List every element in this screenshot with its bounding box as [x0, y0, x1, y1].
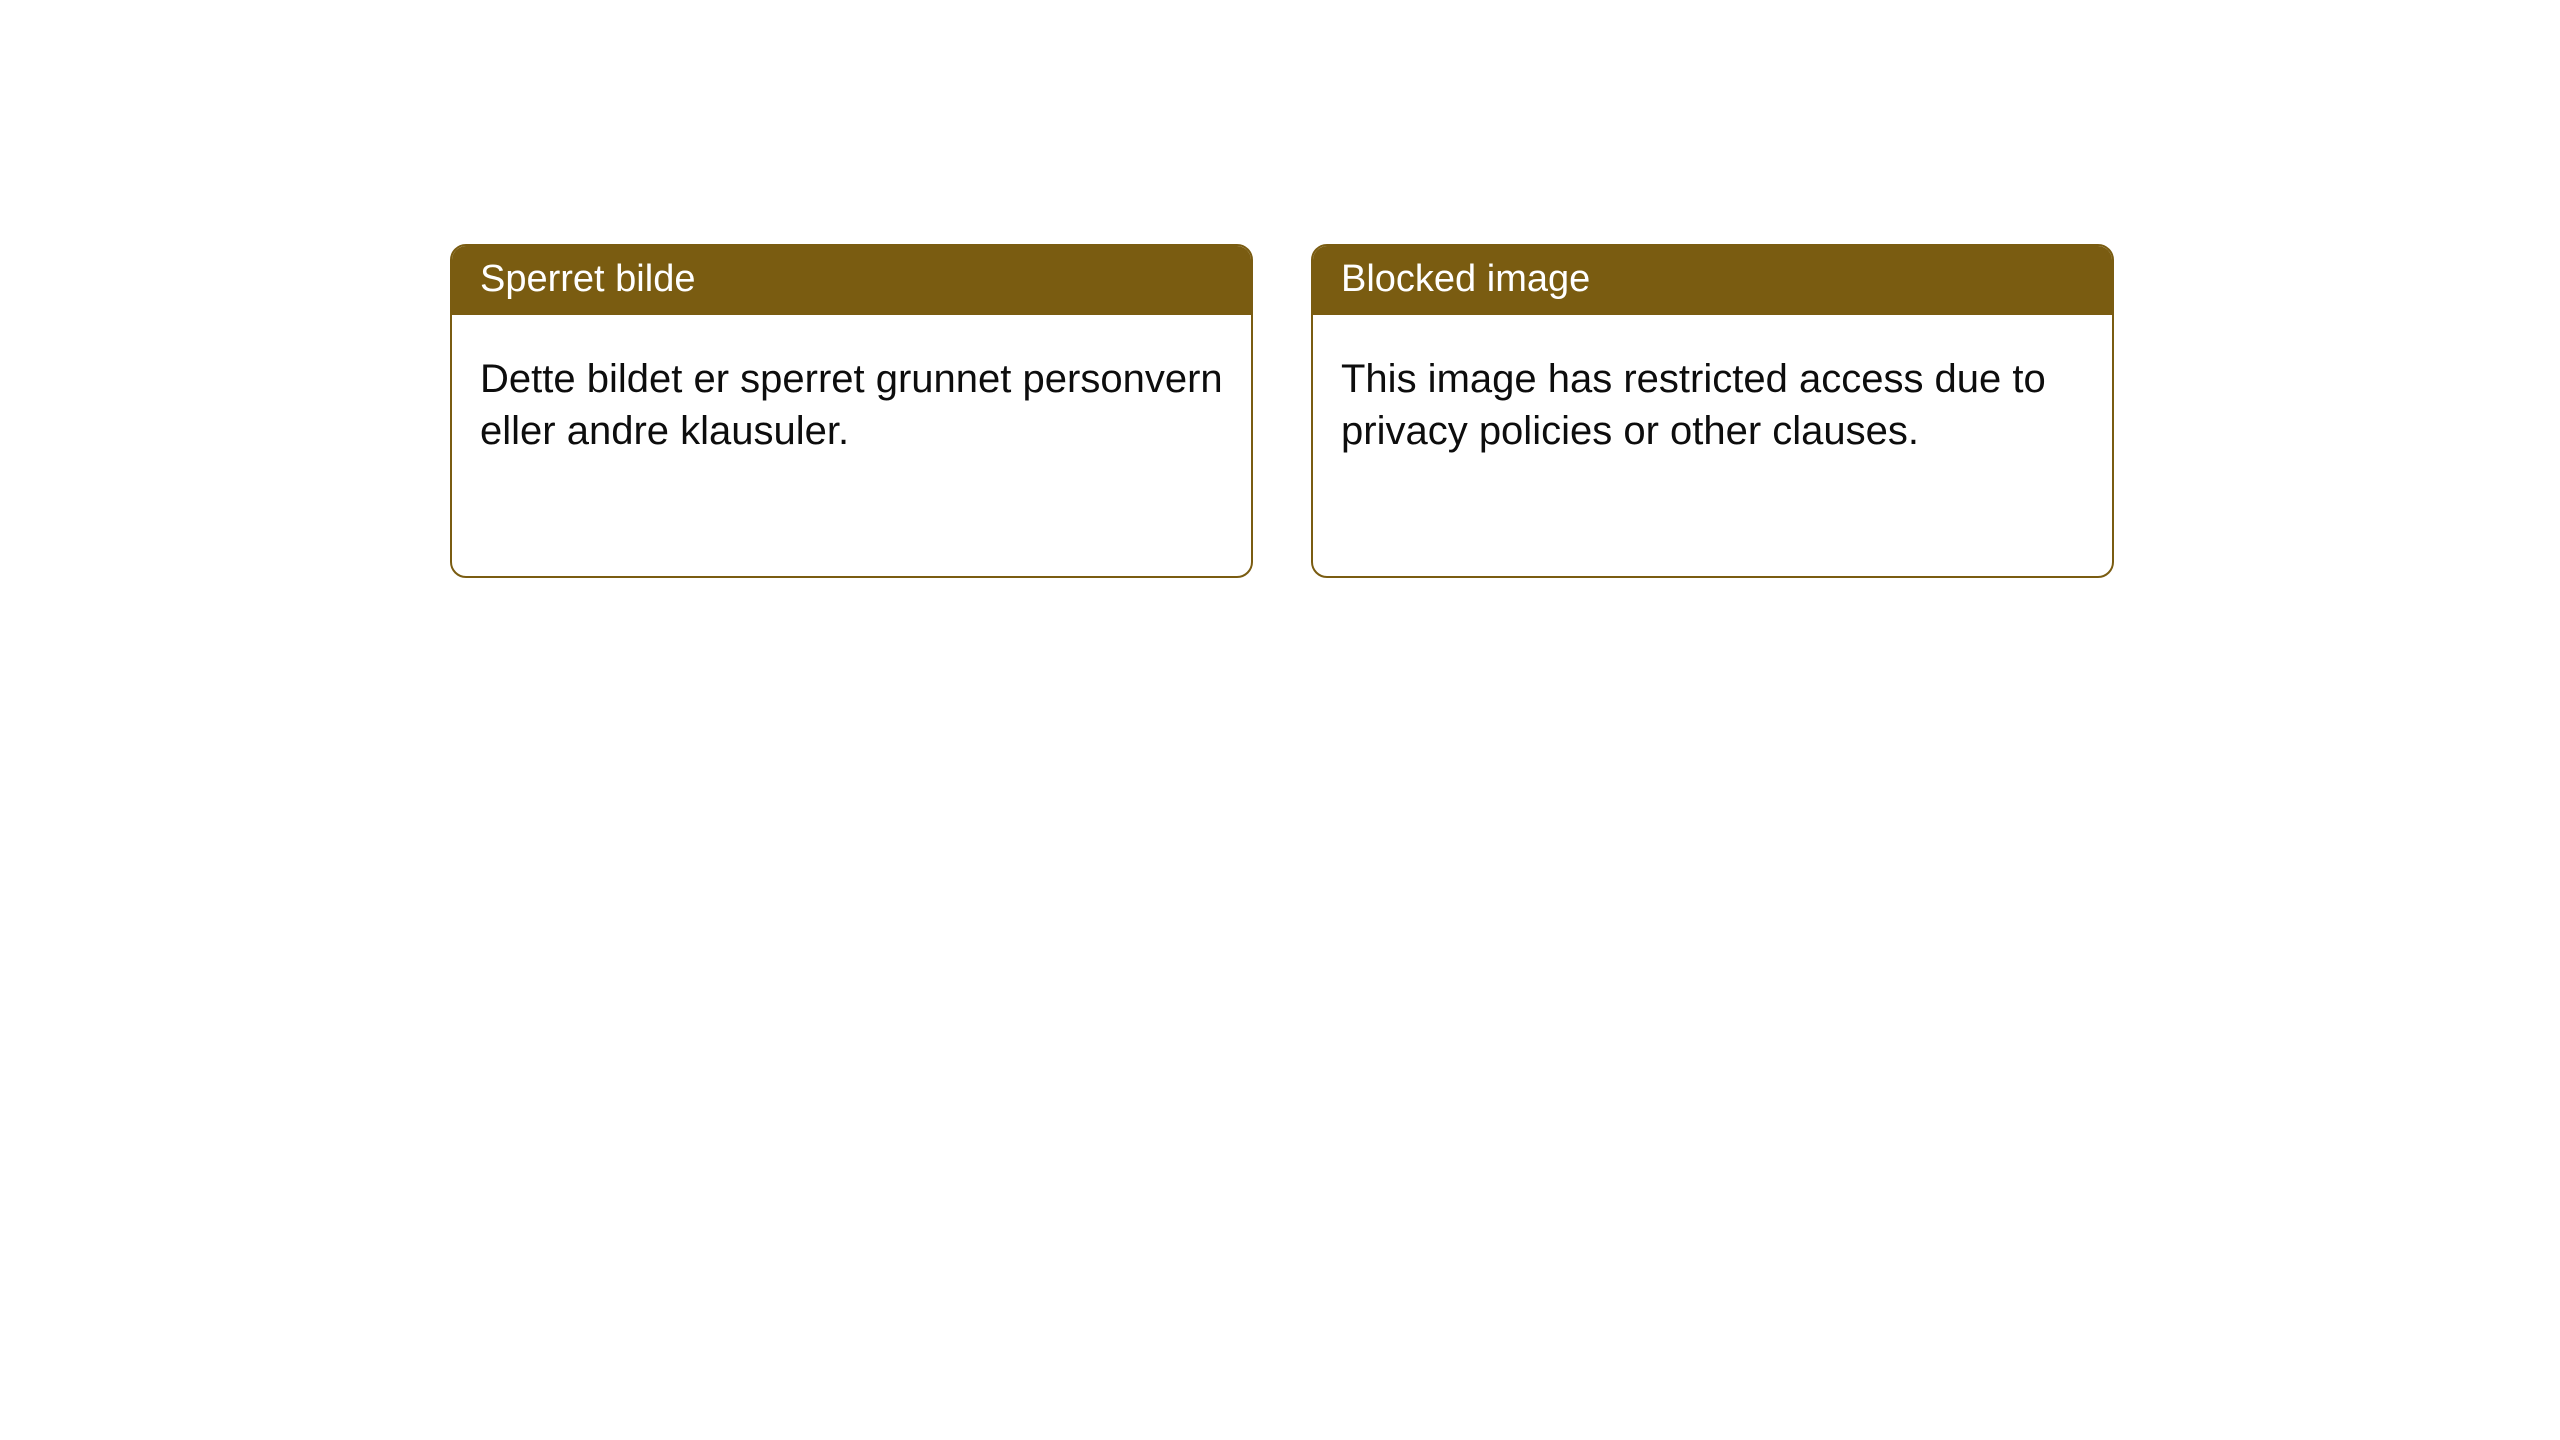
card-header: Blocked image — [1313, 246, 2112, 315]
card-body-text: This image has restricted access due to … — [1341, 357, 2046, 453]
card-header-text: Sperret bilde — [480, 258, 695, 300]
card-body: Dette bildet er sperret grunnet personve… — [452, 315, 1251, 485]
notice-card-norwegian: Sperret bilde Dette bildet er sperret gr… — [450, 244, 1253, 578]
notice-container: Sperret bilde Dette bildet er sperret gr… — [450, 244, 2114, 578]
card-body: This image has restricted access due to … — [1313, 315, 2112, 485]
card-header: Sperret bilde — [452, 246, 1251, 315]
card-header-text: Blocked image — [1341, 258, 1590, 300]
notice-card-english: Blocked image This image has restricted … — [1311, 244, 2114, 578]
card-body-text: Dette bildet er sperret grunnet personve… — [480, 357, 1223, 453]
